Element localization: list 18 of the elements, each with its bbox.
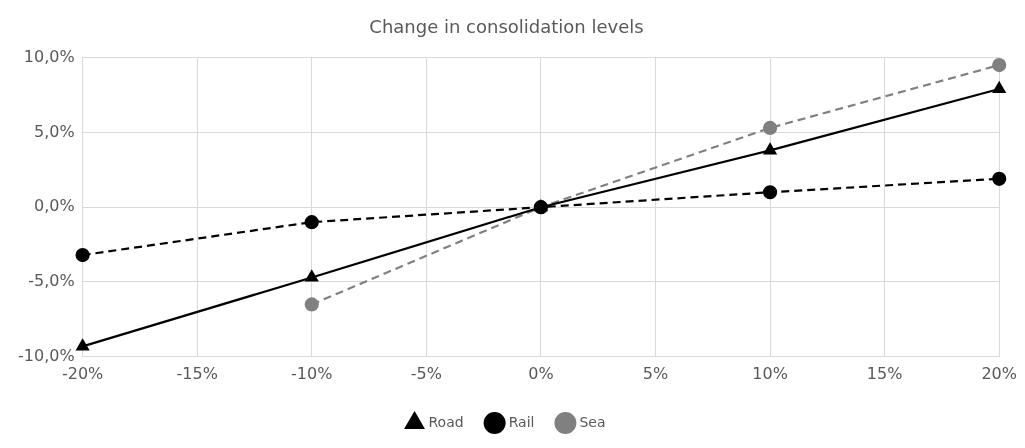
legend-label: Rail (508, 413, 535, 430)
x-tick-label: 10% (752, 363, 788, 383)
y-tick-label: 0,0% (33, 196, 75, 216)
x-tick-label: 5% (642, 363, 669, 383)
x-tick-label: -10% (291, 363, 333, 383)
x-tick-label: -15% (176, 363, 218, 383)
x-tick-label: 20% (981, 363, 1017, 383)
x-tick-label: 15% (866, 363, 903, 383)
y-tick-label: 5,0% (33, 121, 75, 141)
x-tick-label: -5% (410, 363, 442, 383)
x-tick-label: 0% (528, 363, 554, 383)
chart-title: Change in consolidation levels (369, 16, 644, 38)
y-tick-label: 10,0% (23, 46, 75, 66)
legend-label: Sea (579, 413, 606, 430)
x-tick-label: -20% (61, 363, 104, 383)
y-tick-label: -5,0% (28, 271, 75, 291)
y-tick-label: -10,0% (17, 345, 75, 365)
legend-label: Road (428, 413, 464, 430)
